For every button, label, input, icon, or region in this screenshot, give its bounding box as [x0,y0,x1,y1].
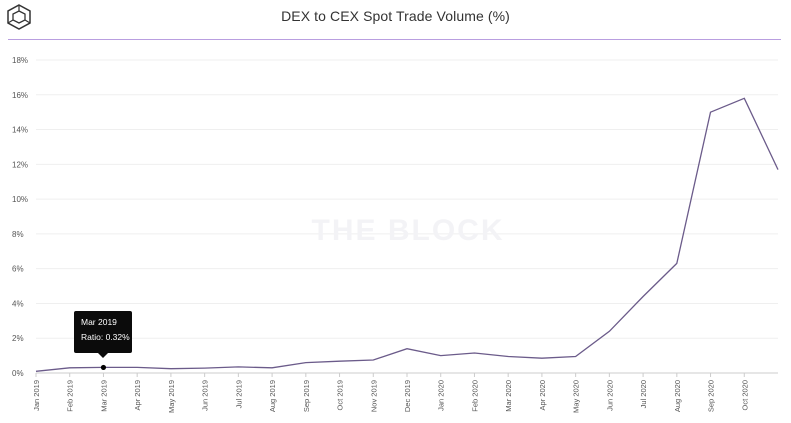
y-tick-label: 14% [12,126,28,135]
x-tick-label: Oct 2020 [740,380,749,410]
y-tick-label: 0% [12,369,24,378]
y-tick-label: 6% [12,265,24,274]
y-tick-label: 18% [12,56,28,65]
header-divider [8,39,781,40]
x-tick-label: Mar 2020 [504,380,513,412]
x-tick-label: Sep 2019 [302,380,311,412]
x-tick-label: May 2020 [572,380,581,413]
x-tick-label: Aug 2020 [673,380,682,412]
x-tick-label: Feb 2019 [66,380,75,412]
y-tick-label: 4% [12,299,24,308]
tooltip-arrow [98,353,108,358]
x-tick-label: Dec 2019 [403,380,412,412]
chart-title: DEX to CEX Spot Trade Volume (%) [281,8,510,24]
x-tick-label: Oct 2019 [336,380,345,410]
y-tick-label: 2% [12,334,24,343]
tooltip-ratio: Ratio: 0.32% [81,332,130,342]
y-tick-label: 12% [12,160,28,169]
x-tick-label: May 2019 [167,380,176,413]
x-tick-label: Aug 2019 [268,380,277,412]
the-block-logo-icon [6,4,32,30]
x-tick-label: Feb 2020 [470,380,479,412]
y-tick-label: 16% [12,91,28,100]
x-tick-label: Jan 2019 [32,380,41,411]
x-tick-label: Jan 2020 [437,380,446,411]
series-line [35,97,779,372]
x-tick-label: Jul 2020 [639,380,648,408]
tooltip: Mar 2019 Ratio: 0.32% [74,311,132,358]
highlight-point [100,364,107,371]
y-tick-label: 8% [12,230,24,239]
x-tick-label: Nov 2019 [369,380,378,412]
x-tick-label: Jun 2020 [605,380,614,411]
x-tick-label: Apr 2020 [538,380,547,410]
tooltip-date: Mar 2019 [81,317,117,327]
x-tick-label: Mar 2019 [99,380,108,412]
x-tick-label: Apr 2019 [133,380,142,410]
x-tick-label: Jun 2019 [201,380,210,411]
x-tick-label: Sep 2020 [707,380,716,412]
y-tick-label: 10% [12,195,28,204]
x-tick-label: Jul 2019 [234,380,243,408]
watermark: THE BLOCK [312,214,505,247]
